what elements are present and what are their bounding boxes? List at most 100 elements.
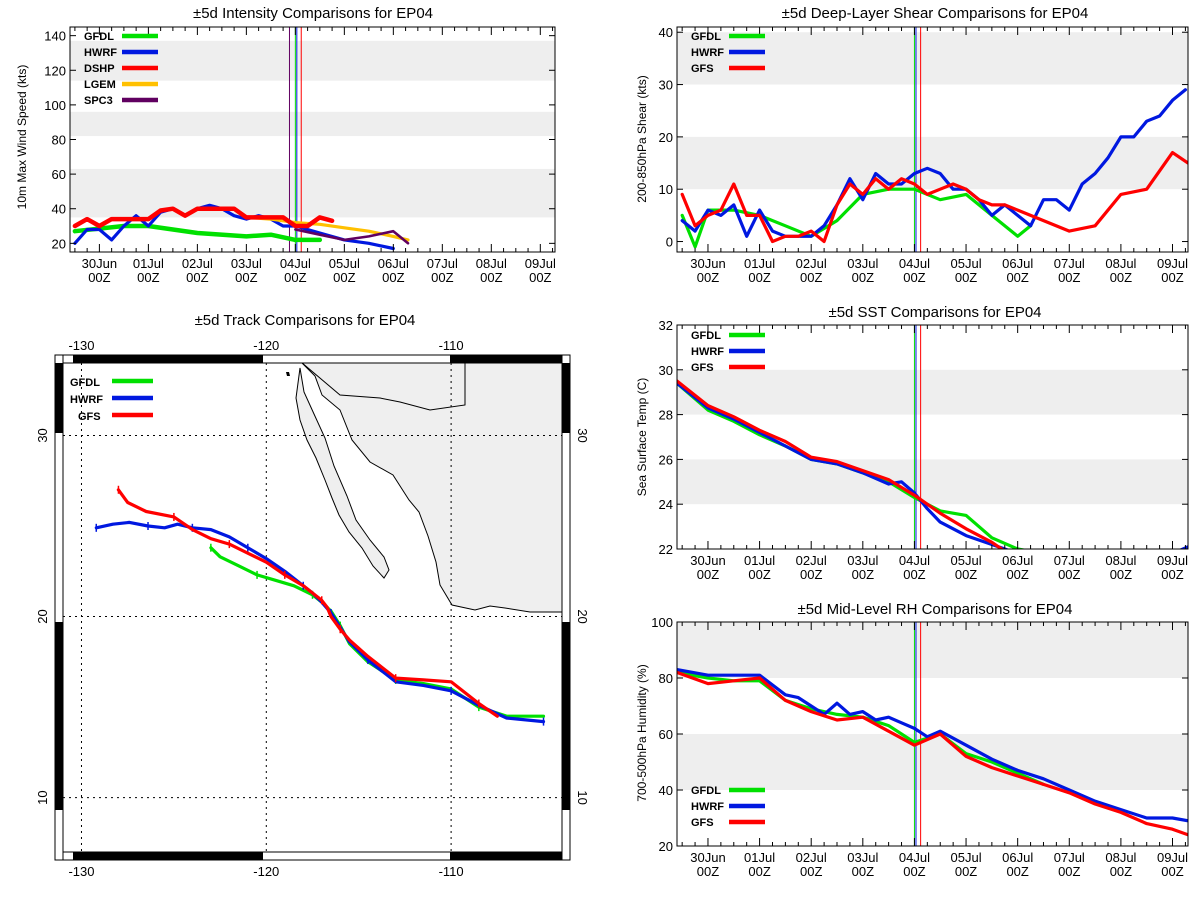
rh-xtick-day: 06Jul	[1002, 850, 1033, 865]
intensity-ytick-label: 120	[44, 63, 66, 78]
intensity-xtick-day: 01Jul	[133, 256, 164, 271]
sst-xtick-day: 06Jul	[1002, 553, 1033, 568]
lon-label-top: -120	[253, 338, 279, 353]
intensity-xtick-day: 07Jul	[427, 256, 458, 271]
shear-xtick-hour: 00Z	[903, 270, 925, 285]
lon-label-top: -110	[439, 338, 464, 353]
shear-xtick-hour: 00Z	[697, 270, 719, 285]
track-data-layer	[63, 363, 562, 852]
lon-label-bottom: -130	[68, 864, 94, 879]
intensity-xtick-day: 04Jul	[280, 256, 311, 271]
sst-ytick-label: 30	[659, 363, 673, 378]
intensity-series-lgem	[244, 215, 410, 242]
shear-xtick-day: 02Jul	[796, 256, 827, 271]
intensity-xtick-hour: 00Z	[137, 270, 159, 285]
intensity-xtick-day: 05Jul	[329, 256, 360, 271]
intensity-xtick-hour: 00Z	[529, 270, 551, 285]
sst-xtick-day: 02Jul	[796, 553, 827, 568]
sst-ytick-label: 28	[659, 408, 673, 423]
intensity-xtick-hour: 00Z	[235, 270, 257, 285]
map-frame-bars	[54, 354, 571, 861]
shear-xtick-hour: 00Z	[852, 270, 874, 285]
rh-xtick-day: 02Jul	[796, 850, 827, 865]
intensity-series-spc3	[294, 228, 410, 245]
rh-panel: 2040608010030Jun00Z01Jul00Z02Jul00Z03Jul…	[651, 615, 1189, 879]
sst-title: ±5d SST Comparisons for EP04	[828, 304, 1041, 321]
rh-title: ±5d Mid-Level RH Comparisons for EP04	[797, 601, 1072, 618]
shear-xtick-day: 30Jun	[690, 256, 725, 271]
sst-xtick-hour: 00Z	[852, 567, 874, 582]
sst-frame	[676, 324, 1189, 550]
intensity-xtick-day: 03Jul	[231, 256, 262, 271]
lon-label-bottom: -120	[253, 864, 279, 879]
rh-xtick-day: 09Jul	[1157, 850, 1188, 865]
sst-xtick-day: 09Jul	[1157, 553, 1188, 568]
rh-band-1	[677, 622, 1188, 678]
intensity-ytick-label: 20	[52, 236, 66, 251]
rh-ytick-label: 80	[659, 671, 673, 686]
sst-xtick-hour: 00Z	[1110, 567, 1132, 582]
intensity-xtick-hour: 00Z	[284, 270, 306, 285]
shear-legend-label-gfdl: GFDL	[691, 31, 721, 43]
rh-legend-label-gfs: GFS	[691, 817, 714, 829]
lat-label-right: 20	[575, 609, 590, 623]
shear-xtick-day: 01Jul	[744, 256, 775, 271]
shear-xtick-hour: 00Z	[1161, 270, 1183, 285]
shear-ylabel: 200-850hPa Shear (kts)	[635, 75, 649, 202]
intensity-ytick-label: 100	[44, 98, 66, 113]
sst-xtick-day: 07Jul	[1054, 553, 1085, 568]
rh-ytick-label: 20	[659, 839, 673, 854]
intensity-xtick-hour: 00Z	[480, 270, 502, 285]
lon-label-bottom: -110	[439, 864, 464, 879]
island-small	[286, 372, 290, 376]
rh-xtick-day: 03Jul	[847, 850, 878, 865]
intensity-legend-label-spc3: SPC3	[84, 95, 113, 107]
rh-series-hwrf	[677, 667, 1188, 823]
shear-xtick-hour: 00Z	[955, 270, 977, 285]
intensity-ytick-label: 140	[44, 29, 66, 44]
sst-xtick-hour: 00Z	[903, 567, 925, 582]
intensity-xtick-hour: 00Z	[186, 270, 208, 285]
shear-xtick-hour: 00Z	[748, 270, 770, 285]
rh-xtick-hour: 00Z	[1110, 864, 1132, 879]
intensity-xtick-day: 06Jul	[378, 256, 409, 271]
land-mainland	[299, 361, 563, 613]
rh-xtick-hour: 00Z	[903, 864, 925, 879]
shear-frame	[676, 26, 1189, 253]
sst-band-1	[677, 369, 1188, 415]
intensity-ylabel: 10m Max Wind Speed (kts)	[15, 65, 29, 210]
rh-ytick-label: 40	[659, 783, 673, 798]
intensity-legend-label-lgem: LGEM	[84, 79, 116, 91]
intensity-band-2	[70, 40, 555, 81]
shear-xtick-day: 07Jul	[1054, 256, 1085, 271]
rh-xtick-hour: 00Z	[1058, 864, 1080, 879]
intensity-xtick-day: 30Jun	[82, 256, 117, 271]
shear-xtick-hour: 00Z	[1110, 270, 1132, 285]
shear-xtick-day: 06Jul	[1002, 256, 1033, 271]
intensity-xtick-day: 02Jul	[182, 256, 213, 271]
lat-label-right: 30	[575, 428, 590, 442]
shear-ytick-label: 0	[666, 235, 673, 250]
intensity-ytick-label: 40	[52, 202, 66, 217]
sst-ytick-label: 24	[659, 497, 673, 512]
intensity-plot-area	[72, 27, 410, 252]
shear-xtick-day: 09Jul	[1157, 256, 1188, 271]
sst-xtick-hour: 00Z	[800, 567, 822, 582]
shear-series-gfs	[680, 151, 1188, 244]
sst-xtick-hour: 00Z	[955, 567, 977, 582]
sst-ylabel: Sea Surface Temp (C)	[635, 378, 649, 497]
track-legend-label-gfs: GFS	[78, 411, 101, 423]
sst-xtick-hour: 00Z	[1058, 567, 1080, 582]
rh-xtick-hour: 00Z	[800, 864, 822, 879]
rh-ytick-label: 60	[659, 727, 673, 742]
sst-legend-label-gfs: GFS	[691, 362, 714, 374]
intensity-xtick-hour: 00Z	[382, 270, 404, 285]
sst-xtick-hour: 00Z	[1006, 567, 1028, 582]
rh-xtick-day: 01Jul	[744, 850, 775, 865]
intensity-legend-label-gfdl: GFDL	[84, 31, 114, 43]
intensity-ytick-label: 60	[52, 167, 66, 182]
track-legend-label-hwrf: HWRF	[70, 394, 103, 406]
shear-ytick-label: 40	[659, 25, 673, 40]
shear-legend-label-hwrf: HWRF	[691, 47, 724, 59]
lon-label-top: -130	[68, 338, 94, 353]
